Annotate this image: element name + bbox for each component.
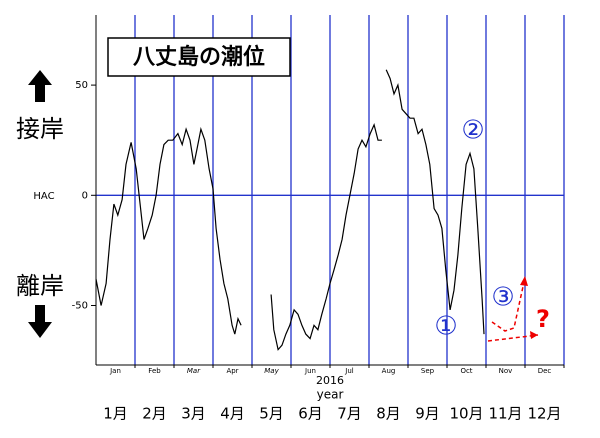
annotation: ① (434, 312, 457, 342)
month-label: 7月 (337, 405, 362, 423)
month-label: 5月 (259, 405, 284, 423)
y-tick-label: 50 (75, 80, 88, 91)
side-label: 離岸 (16, 272, 64, 300)
x-tick-label: Jun (304, 367, 316, 375)
x-tick-label: Aug (382, 367, 396, 375)
x-tick-label: May (264, 367, 279, 375)
year-label: 2016 (316, 374, 344, 387)
x-tick-label: Mar (187, 367, 201, 375)
x-tick-label: Sep (421, 367, 435, 375)
chart-title: 八丈島の潮位 (133, 44, 265, 70)
arrow-head (520, 276, 528, 286)
x-tick-label: Apr (226, 367, 238, 375)
month-label: 9月 (415, 405, 440, 423)
month-label: 8月 (376, 405, 401, 423)
x-tick-label: Dec (538, 367, 552, 375)
tide-line (95, 69, 485, 351)
month-label: 4月 (220, 405, 245, 423)
side-label: 接岸 (16, 115, 64, 143)
forecast-arrow (491, 281, 525, 332)
title-box (107, 37, 291, 77)
annotation: ② (461, 116, 484, 146)
x-axis-label: year (317, 388, 344, 402)
month-label: 2月 (142, 405, 167, 423)
y-tick-label: 0 (82, 190, 88, 201)
month-label: 1月 (103, 405, 128, 423)
reference-label: HAC (33, 191, 54, 202)
x-tick-label: Feb (148, 367, 161, 375)
x-tick-label: Oct (460, 367, 472, 375)
up-arrow (28, 70, 52, 102)
forecast-arrow (487, 334, 539, 342)
x-tick-label: Nov (499, 367, 513, 375)
month-label: 11月 (488, 405, 522, 423)
annotation: ? (536, 305, 550, 333)
x-tick-label: Jan (109, 367, 121, 375)
y-tick-label: -50 (72, 300, 88, 311)
arrow-head (530, 331, 538, 339)
x-tick-label: Jul (344, 367, 354, 375)
month-label: 6月 (298, 405, 323, 423)
annotation: ③ (491, 283, 514, 313)
month-label: 12月 (527, 405, 561, 423)
down-arrow (28, 305, 52, 338)
month-label: 3月 (181, 405, 206, 423)
month-label: 10月 (449, 405, 483, 423)
